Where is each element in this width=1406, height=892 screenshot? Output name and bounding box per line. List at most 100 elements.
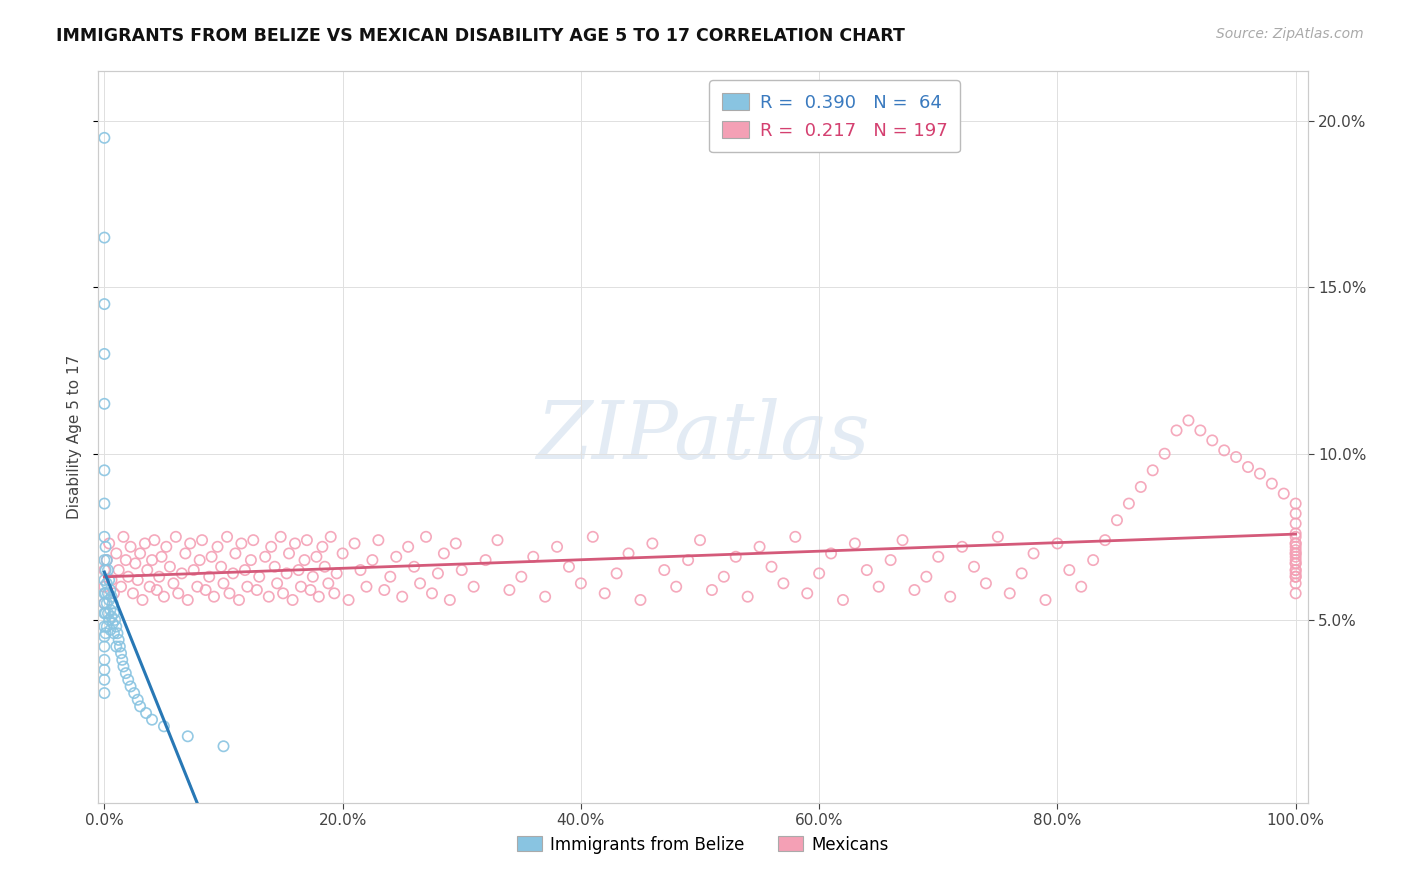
Point — [1285, 507, 1308, 521]
Point — [242, 533, 264, 548]
Point — [96, 553, 118, 567]
Point — [93, 297, 115, 311]
Point — [134, 536, 156, 550]
Point — [569, 576, 592, 591]
Point — [308, 590, 330, 604]
Point — [194, 582, 217, 597]
Point — [209, 559, 232, 574]
Point — [124, 557, 146, 571]
Point — [713, 570, 735, 584]
Point — [748, 540, 770, 554]
Point — [143, 533, 166, 548]
Point — [107, 563, 129, 577]
Point — [1285, 566, 1308, 581]
Point — [93, 596, 115, 610]
Point — [260, 540, 283, 554]
Point — [426, 566, 449, 581]
Point — [110, 646, 132, 660]
Point — [153, 719, 176, 733]
Point — [1022, 546, 1045, 560]
Point — [1213, 443, 1236, 458]
Point — [233, 563, 256, 577]
Point — [112, 659, 135, 673]
Point — [202, 590, 225, 604]
Point — [263, 559, 285, 574]
Point — [1177, 413, 1199, 427]
Point — [231, 536, 253, 550]
Point — [1285, 563, 1308, 577]
Point — [641, 536, 664, 550]
Point — [96, 596, 118, 610]
Point — [1285, 540, 1308, 554]
Point — [546, 540, 568, 554]
Point — [1129, 480, 1152, 494]
Text: Source: ZipAtlas.com: Source: ZipAtlas.com — [1216, 27, 1364, 41]
Point — [1035, 593, 1057, 607]
Point — [281, 593, 304, 607]
Point — [179, 536, 201, 550]
Point — [105, 546, 128, 560]
Point — [136, 563, 159, 577]
Point — [1285, 557, 1308, 571]
Point — [114, 553, 136, 567]
Point — [939, 590, 962, 604]
Y-axis label: Disability Age 5 to 17: Disability Age 5 to 17 — [67, 355, 83, 519]
Point — [879, 553, 901, 567]
Point — [228, 593, 250, 607]
Point — [1285, 549, 1308, 564]
Point — [246, 582, 269, 597]
Point — [239, 553, 262, 567]
Point — [1059, 563, 1081, 577]
Point — [98, 573, 121, 587]
Point — [950, 540, 973, 554]
Point — [98, 582, 121, 597]
Point — [200, 549, 222, 564]
Point — [724, 549, 747, 564]
Point — [93, 673, 115, 687]
Point — [186, 580, 208, 594]
Point — [450, 563, 472, 577]
Point — [183, 563, 205, 577]
Point — [290, 580, 312, 594]
Point — [1285, 563, 1308, 577]
Point — [1285, 536, 1308, 550]
Point — [108, 640, 131, 654]
Point — [141, 713, 163, 727]
Point — [617, 546, 640, 560]
Point — [349, 563, 371, 577]
Point — [141, 553, 163, 567]
Point — [96, 576, 118, 591]
Point — [271, 586, 294, 600]
Point — [97, 607, 120, 621]
Point — [1249, 467, 1271, 481]
Point — [93, 497, 115, 511]
Point — [127, 692, 149, 706]
Point — [93, 573, 115, 587]
Point — [270, 530, 292, 544]
Legend: Immigrants from Belize, Mexicans: Immigrants from Belize, Mexicans — [510, 829, 896, 860]
Point — [761, 559, 783, 574]
Point — [96, 553, 118, 567]
Point — [284, 536, 307, 550]
Point — [93, 347, 115, 361]
Point — [1166, 424, 1188, 438]
Point — [107, 626, 129, 640]
Point — [104, 613, 127, 627]
Point — [582, 530, 605, 544]
Point — [224, 546, 246, 560]
Point — [558, 559, 581, 574]
Point — [463, 580, 485, 594]
Point — [844, 536, 866, 550]
Point — [94, 586, 117, 600]
Point — [1285, 543, 1308, 558]
Point — [110, 580, 132, 594]
Point — [332, 546, 354, 560]
Point — [217, 530, 239, 544]
Point — [1285, 586, 1308, 600]
Point — [963, 559, 986, 574]
Point — [391, 590, 413, 604]
Point — [1261, 476, 1284, 491]
Point — [122, 686, 145, 700]
Point — [1285, 516, 1308, 531]
Point — [93, 131, 115, 145]
